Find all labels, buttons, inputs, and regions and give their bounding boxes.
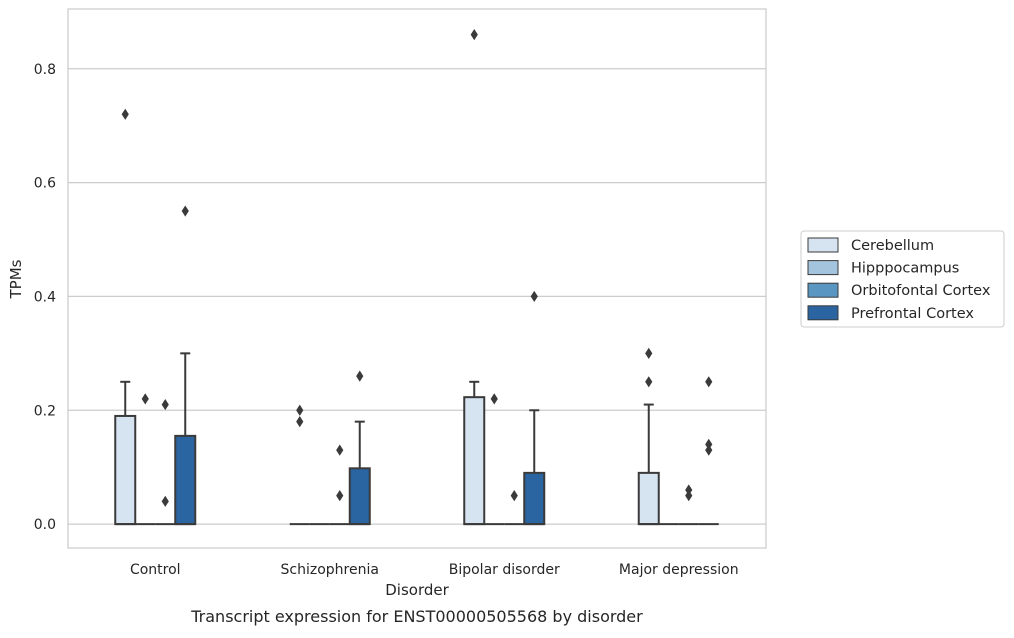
outlier-point [705,438,713,451]
outlier-point [296,404,304,416]
box-group [348,370,371,526]
box-iqr [348,467,371,526]
box-iqr [174,434,197,526]
legend-label: Cerebellum [851,238,934,254]
outlier-point [705,376,713,388]
x-axis-title: Disorder [385,581,449,599]
outlier-point [161,398,169,411]
box-iqr [463,396,486,526]
box-group [698,376,719,526]
box-group [155,398,176,526]
box-iqr [637,471,660,526]
outlier-point [530,290,538,303]
y-tick-label: 0.8 [34,62,56,78]
box-group [637,347,660,526]
box-group [329,444,350,526]
legend-swatch [807,305,839,321]
legend-label: Hipppocampus [851,261,959,277]
legend-swatch [807,282,839,298]
box-iqr [523,471,546,526]
y-tick-label: 0.0 [34,517,56,533]
outlier-point [645,347,653,359]
y-axis-title: TPMs [7,259,25,299]
legend-label: Prefrontal Cortex [851,306,974,322]
y-tick-label: 0.6 [34,176,56,192]
legend-frame [800,230,1005,328]
x-tick-label: Bipolar disorder [449,562,560,578]
box-group [484,393,505,526]
outlier-point [336,490,344,502]
outlier-point [510,490,518,502]
box-group [523,290,546,526]
x-tick-labels: Control Schizophrenia Bipolar disorder Majo… [130,562,739,578]
box-group [504,490,525,526]
box-group [135,393,156,526]
grid-lines [68,68,766,525]
outlier-point [705,444,713,456]
x-tick-label: Control [130,562,181,578]
y-tick-label: 0.2 [34,403,56,419]
box-group [463,29,486,526]
outlier-point [141,393,149,405]
plot-frame [67,8,767,549]
x-tick-label: Major depression [619,562,739,578]
outlier-point [685,490,693,502]
legend-label: Orbitofontal Cortex [851,283,991,299]
y-tick-labels: 0.0 0.2 0.4 0.6 0.8 [34,62,56,533]
outlier-point [161,495,169,507]
outlier-point [296,416,304,428]
outlier-point [181,205,189,217]
outlier-point [645,376,653,388]
outlier-point [490,393,498,405]
outlier-point [356,370,364,382]
box-group [114,108,137,526]
outlier-point [470,29,478,41]
box-group [289,404,310,526]
box-group [174,205,197,526]
box-group [678,484,699,526]
plot-marks [114,29,719,526]
legend-swatch [807,237,839,253]
legend: Cerebellum Hipppocampus Orbitofontal Corte… [800,230,1005,328]
x-tick-label: Schizophrenia [281,562,379,578]
chart-caption: Transcript expression for ENST0000050556… [190,607,643,626]
y-tick-label: 0.4 [34,289,56,305]
outlier-point [121,108,129,120]
legend-items: Cerebellum Hipppocampus Orbitofontal Corte… [807,237,991,322]
outlier-point [685,484,693,496]
box-iqr [114,414,137,526]
outlier-point [336,444,344,456]
legend-swatch [807,260,839,276]
